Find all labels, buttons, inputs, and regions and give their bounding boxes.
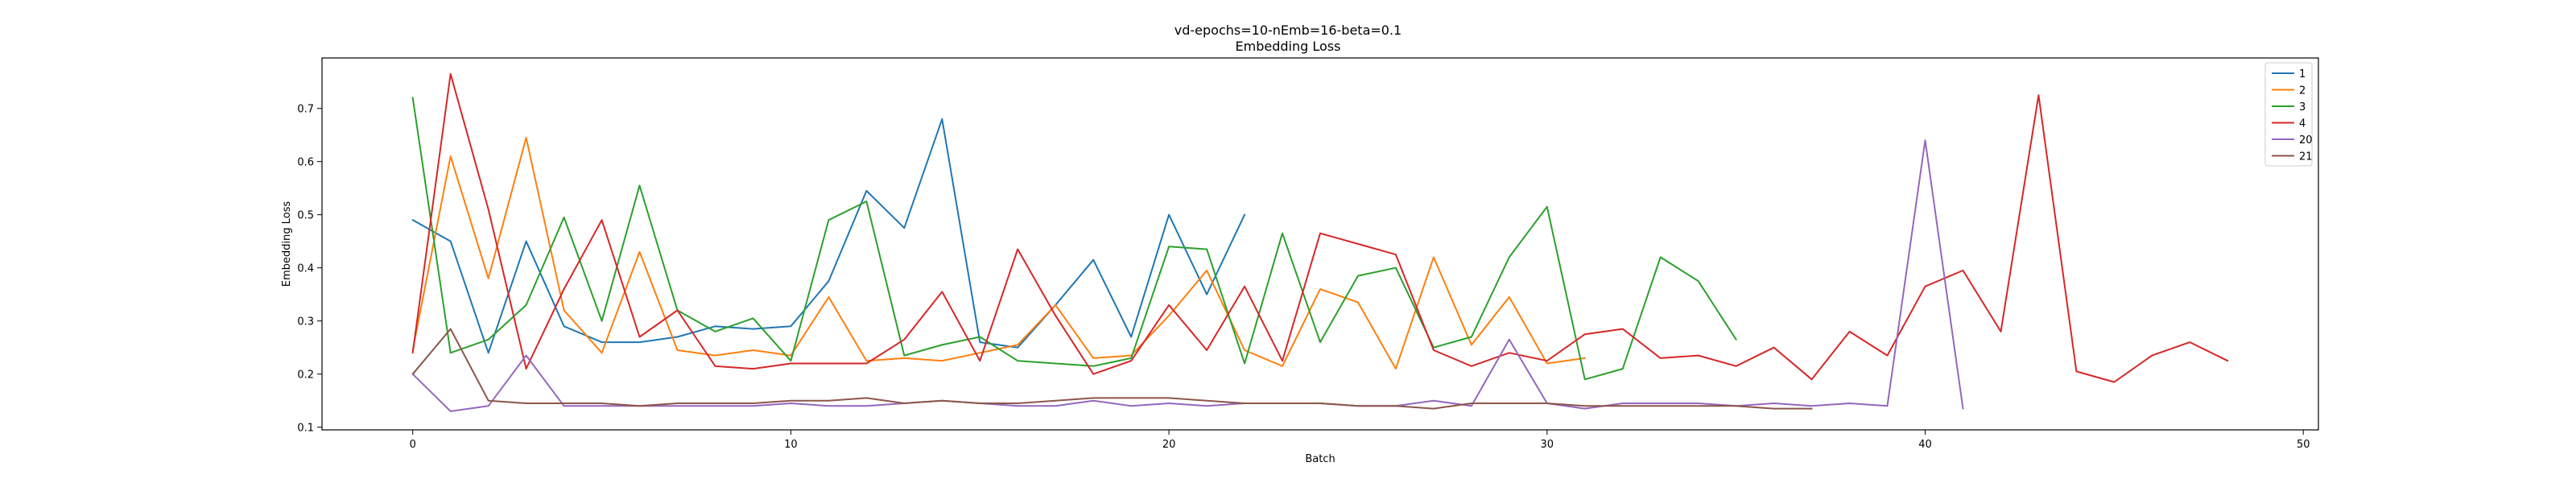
y-tick-label: 0.4	[297, 263, 314, 275]
legend-label-21: 21	[2299, 151, 2313, 163]
y-tick-label: 0.1	[297, 423, 314, 435]
series-line-1	[411, 118, 1246, 354]
legend-label-1: 1	[2299, 68, 2306, 80]
x-tick-label: 10	[784, 439, 798, 451]
chart-title: vd-epochs=10-nEmb=16-beta=0.1	[1174, 23, 1402, 38]
chart-subtitle: Embedding Loss	[1236, 39, 1341, 54]
series-line-20	[411, 139, 1964, 412]
y-tick-label: 0.3	[297, 316, 314, 328]
legend-label-20: 20	[2299, 134, 2313, 147]
x-axis: 0 10 20 30 40 50	[410, 430, 2310, 451]
x-tick-label: 40	[1918, 439, 1932, 451]
plot-area	[322, 58, 2318, 430]
x-tick-label: 50	[2297, 439, 2310, 451]
series-line-3	[411, 97, 1737, 381]
legend-label-3: 3	[2299, 101, 2306, 114]
series-line-21	[411, 328, 1813, 410]
x-tick-label: 20	[1162, 439, 1176, 451]
x-tick-label: 0	[410, 439, 416, 451]
legend-label-2: 2	[2299, 85, 2306, 97]
x-tick-label: 30	[1541, 439, 1554, 451]
x-axis-label: Batch	[1305, 453, 1335, 465]
plot-frame	[321, 57, 2319, 431]
y-axis-label: Embedding Loss	[281, 201, 293, 287]
y-axis: 0.1 0.2 0.3 0.4 0.5 0.6 0.7	[297, 104, 322, 435]
legend-label-4: 4	[2299, 118, 2306, 130]
series-layer	[411, 72, 2229, 412]
y-tick-label: 0.5	[297, 210, 314, 222]
series-line-4	[411, 72, 2229, 383]
legend: 1 2 3 4 20 21	[2264, 62, 2313, 167]
plot-background	[322, 58, 2318, 430]
y-tick-label: 0.2	[297, 369, 314, 382]
y-tick-label: 0.6	[297, 157, 314, 169]
y-tick-label: 0.7	[297, 104, 314, 116]
